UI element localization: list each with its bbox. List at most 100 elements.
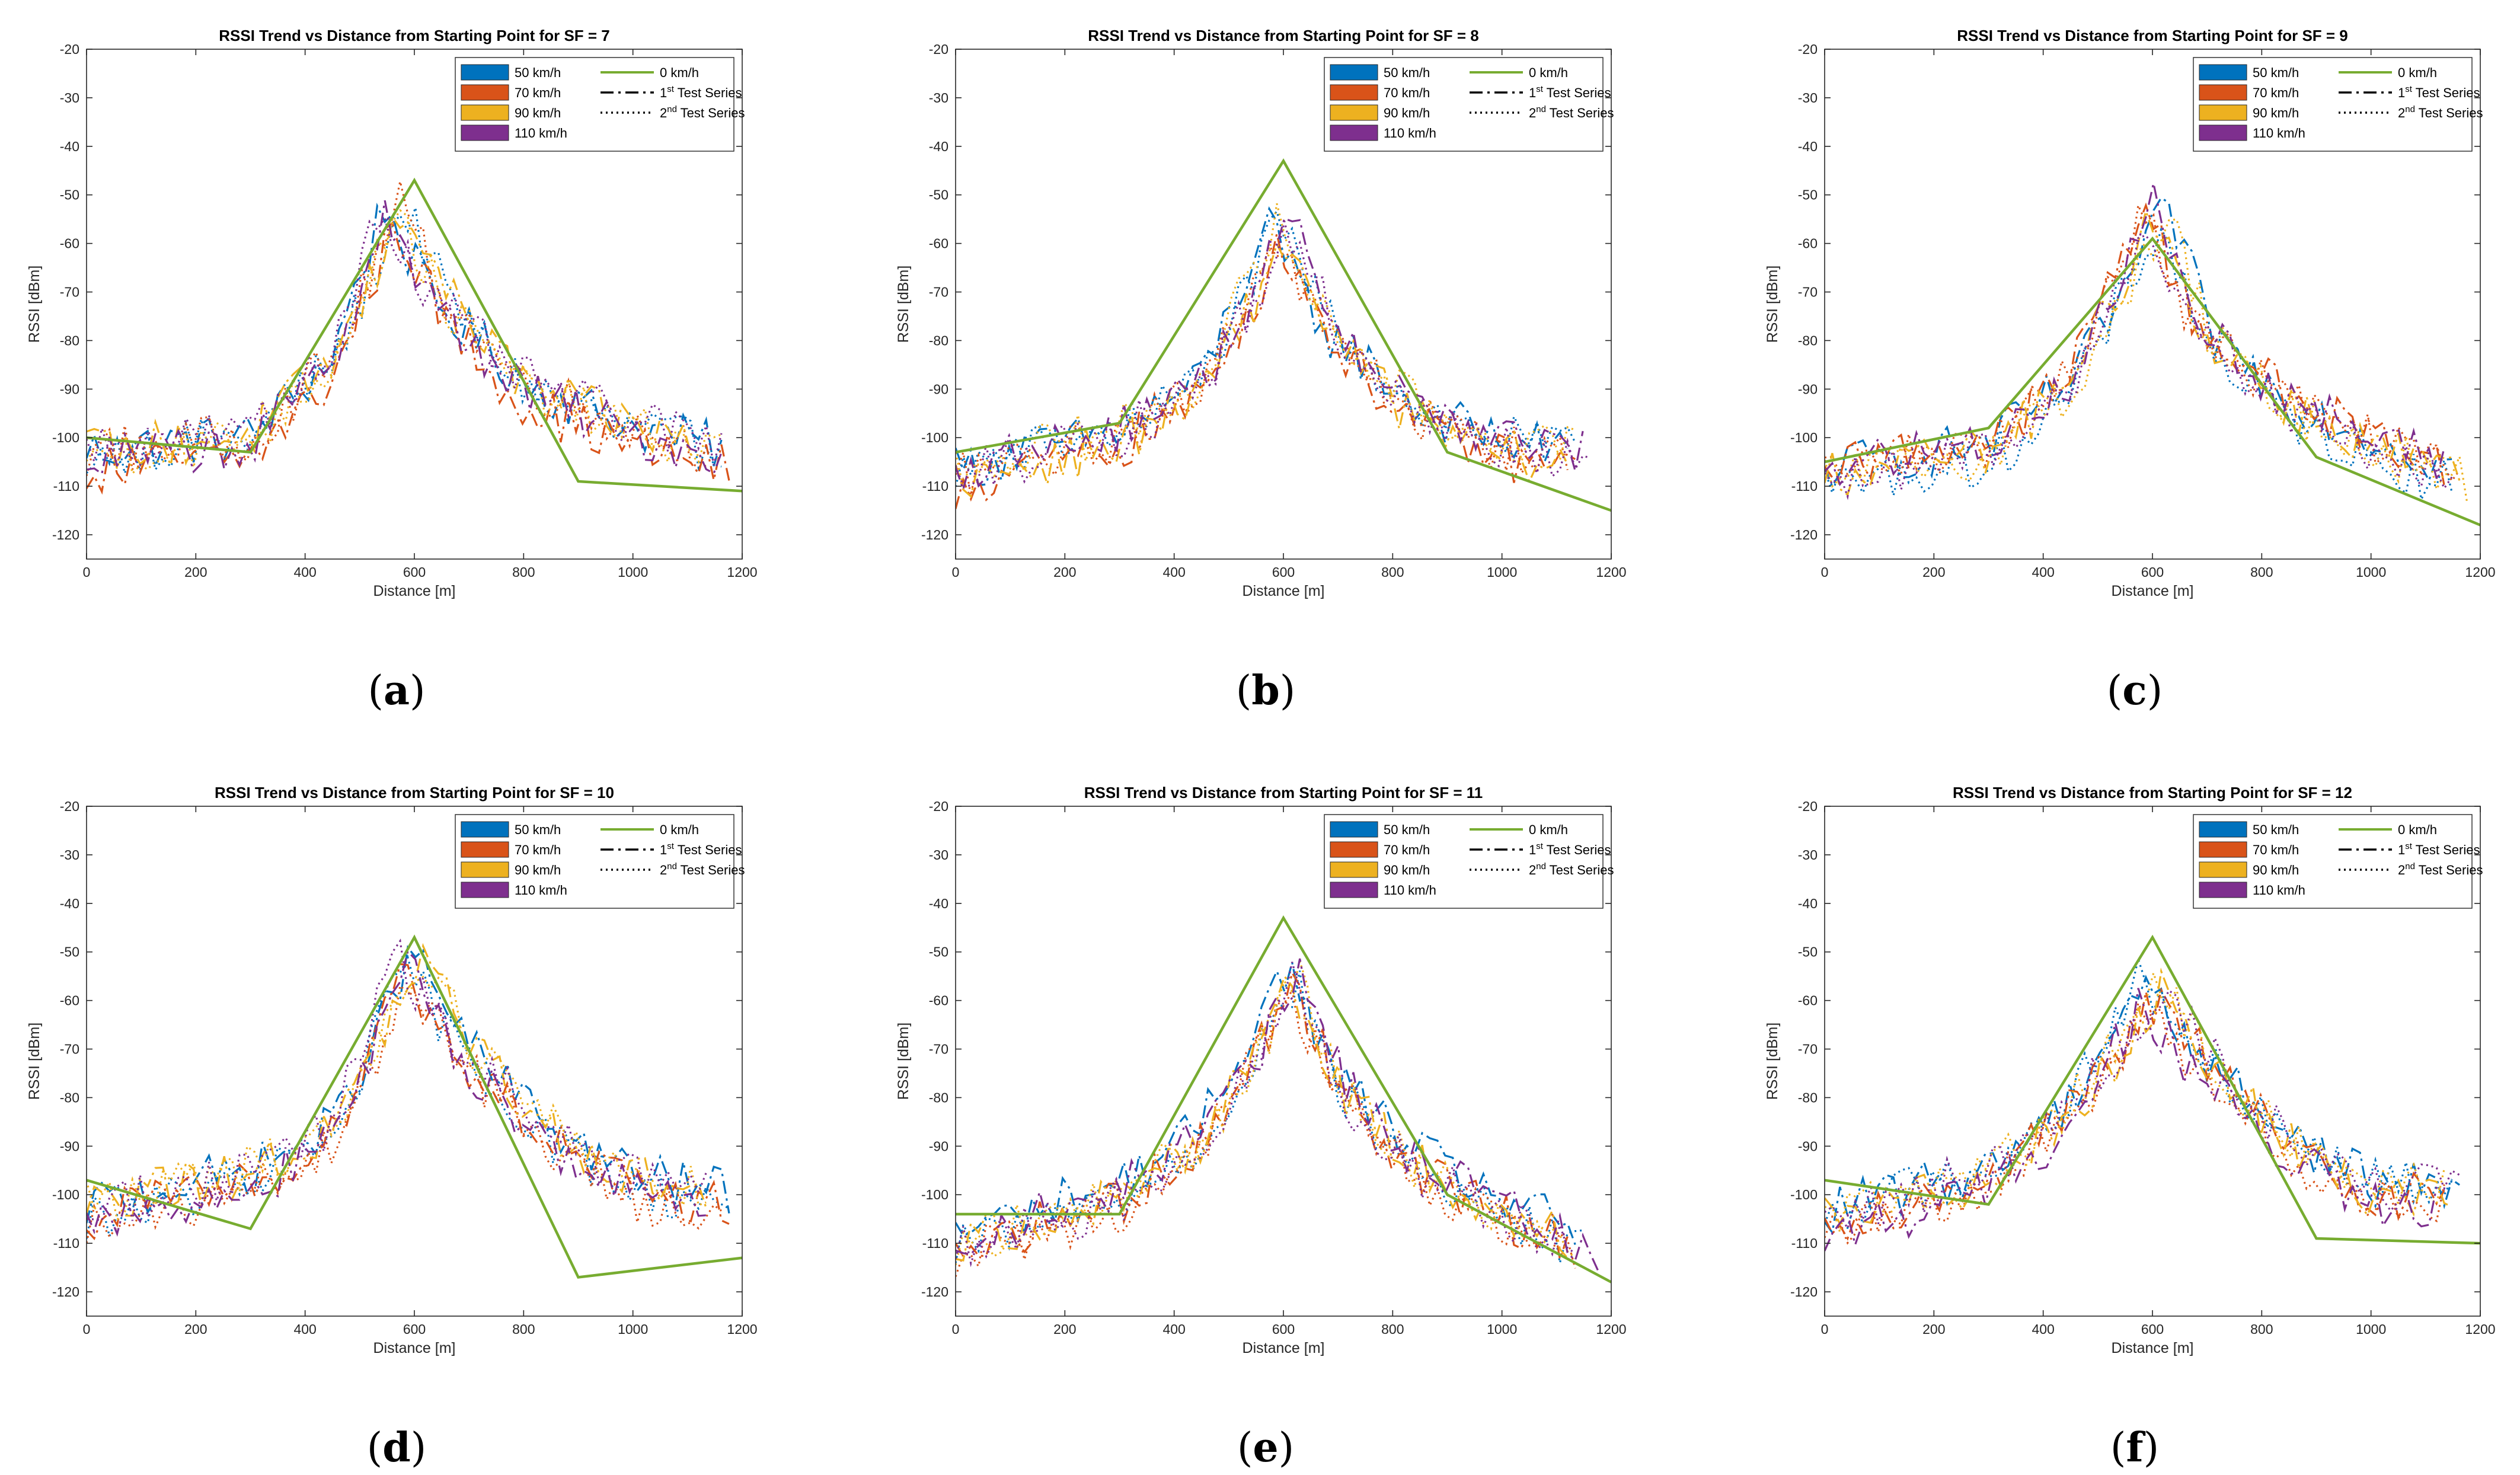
legend-label: 2nd Test Series [1529, 104, 1614, 120]
legend-label: 1st Test Series [660, 841, 742, 857]
x-tick-label: 1000 [618, 564, 648, 580]
series-0kmh-reference [956, 915, 1611, 1284]
legend-swatch-90kmh [2199, 104, 2247, 121]
panel-caption: (c) [2107, 667, 2163, 714]
series-110kmh-test1 [87, 200, 723, 475]
y-tick-label: -50 [60, 944, 79, 960]
series-110kmh-test1 [956, 217, 1584, 493]
series-70kmh-test2 [956, 986, 1576, 1277]
y-tick-label: -90 [929, 381, 948, 397]
legend-label: 50 km/h [2253, 822, 2299, 837]
y-tick-label: -60 [929, 993, 948, 1008]
legend-label: 110 km/h [515, 883, 567, 898]
chart-title: RSSI Trend vs Distance from Starting Poi… [1957, 27, 2348, 44]
legend-label: 90 km/h [1384, 863, 1430, 877]
legend-label: 0 km/h [2398, 65, 2437, 80]
y-tick-label: -90 [60, 381, 79, 397]
y-tick-label: -110 [53, 1235, 79, 1251]
x-tick-label: 400 [2032, 1321, 2054, 1337]
x-tick-label: 0 [952, 1321, 960, 1337]
y-tick-label: -50 [929, 944, 948, 960]
series-0kmh-reference [87, 934, 742, 1279]
series-90kmh-test1 [956, 241, 1569, 499]
series-50kmh-test1 [1825, 196, 2452, 489]
panel-caption: (e) [1237, 1424, 1294, 1471]
series-90kmh-test1 [1825, 967, 2452, 1227]
x-tick-label: 1000 [618, 1321, 648, 1337]
x-tick-label: 600 [403, 564, 426, 580]
chart-title: RSSI Trend vs Distance from Starting Poi… [1953, 784, 2352, 802]
y-tick-label: -110 [922, 1235, 948, 1251]
series-70kmh-test1 [956, 234, 1576, 509]
legend-label: 90 km/h [2253, 863, 2299, 877]
y-tick-label: -100 [52, 1187, 79, 1202]
x-tick-label: 0 [1821, 1321, 1829, 1337]
series-110kmh-test1 [1825, 988, 2438, 1251]
y-tick-label: -80 [60, 333, 79, 348]
y-tick-label: -60 [60, 993, 79, 1008]
series-50kmh-test1 [87, 202, 723, 470]
y-tick-label: -20 [929, 799, 948, 814]
series-70kmh-test1 [956, 970, 1569, 1260]
legend-swatch-50kmh [461, 64, 509, 81]
x-tick-label: 1000 [1487, 564, 1517, 580]
x-tick-label: 600 [2141, 564, 2164, 580]
legend-label: 0 km/h [660, 65, 699, 80]
legend: 50 km/h 70 km/h 90 km/h 110 km/h 0 km/h 1st T… [2193, 814, 2483, 909]
chart-panel-b: RSSI Trend vs Distance from Starting Poi… [895, 27, 1627, 714]
legend-label: 50 km/h [1384, 65, 1430, 80]
x-tick-label: 200 [184, 1321, 207, 1337]
x-tick-label: 1200 [1596, 564, 1626, 580]
series-110kmh-test2 [956, 221, 1591, 487]
y-axis-label: RSSI [dBm] [1764, 1023, 1781, 1100]
legend-label: 0 km/h [660, 822, 699, 837]
series-50kmh-test1 [1825, 975, 2460, 1235]
x-tick-label: 1000 [2356, 1321, 2386, 1337]
y-tick-label: -80 [929, 1090, 948, 1105]
legend-swatch-110kmh [461, 882, 509, 898]
legend-swatch-70kmh [461, 84, 509, 101]
series-group [1825, 934, 2480, 1251]
y-axis-label: RSSI [dBm] [26, 1023, 43, 1100]
x-tick-label: 800 [2250, 564, 2273, 580]
x-axis-label: Distance [m] [2112, 1340, 2194, 1356]
panel-caption: (d) [367, 1424, 427, 1471]
y-tick-label: -60 [1798, 993, 1818, 1008]
legend-label: 2nd Test Series [660, 104, 745, 120]
y-tick-label: -110 [53, 478, 79, 494]
y-tick-label: -120 [1790, 527, 1818, 542]
legend-swatch-110kmh [2199, 124, 2247, 141]
series-110kmh-test1 [956, 958, 1599, 1272]
x-tick-label: 800 [512, 1321, 535, 1337]
x-tick-label: 1200 [727, 1321, 757, 1337]
legend-swatch-90kmh [1330, 861, 1378, 878]
x-tick-label: 200 [184, 564, 207, 580]
legend-swatch-70kmh [2199, 841, 2247, 858]
legend-label: 90 km/h [2253, 106, 2299, 120]
y-axis-label: RSSI [dBm] [1764, 266, 1781, 343]
x-tick-label: 400 [293, 1321, 316, 1337]
legend-label: 110 km/h [2253, 126, 2305, 141]
y-axis-label: RSSI [dBm] [895, 1023, 912, 1100]
legend-label: 70 km/h [2253, 85, 2299, 100]
legend-label: 50 km/h [515, 822, 561, 837]
chart-title: RSSI Trend vs Distance from Starting Poi… [1084, 784, 1483, 802]
chart-title: RSSI Trend vs Distance from Starting Poi… [215, 784, 614, 802]
x-tick-label: 400 [1162, 1321, 1185, 1337]
x-tick-label: 1200 [2465, 564, 2495, 580]
y-tick-label: -80 [1798, 1090, 1818, 1105]
x-axis-label: Distance [m] [1243, 1340, 1325, 1356]
y-tick-label: -90 [929, 1138, 948, 1154]
legend-label: 50 km/h [2253, 65, 2299, 80]
y-tick-label: -120 [52, 1284, 79, 1300]
series-70kmh-test2 [956, 244, 1569, 496]
series-group [956, 158, 1611, 512]
legend-label: 1st Test Series [660, 84, 742, 100]
series-90kmh-test1 [956, 974, 1569, 1262]
y-tick-label: -20 [1798, 799, 1818, 814]
y-axis-label: RSSI [dBm] [26, 266, 43, 343]
legend-label: 70 km/h [515, 85, 561, 100]
y-tick-label: -120 [52, 527, 79, 542]
legend-swatch-110kmh [1330, 124, 1378, 141]
